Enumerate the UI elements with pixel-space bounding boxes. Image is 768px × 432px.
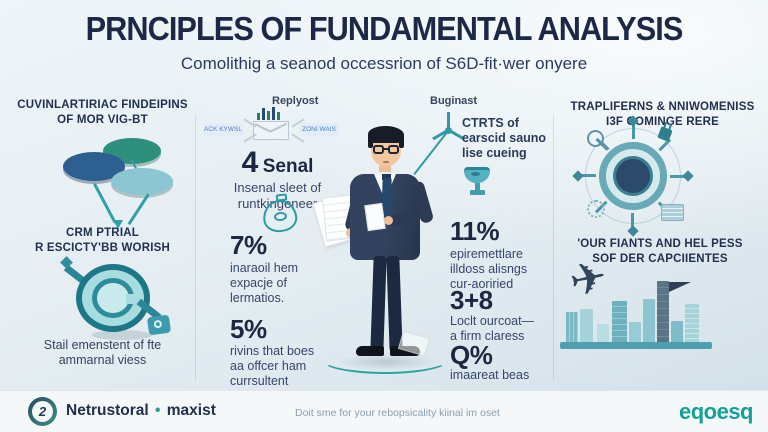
tie-knot — [382, 174, 391, 180]
brand-logo-glyph: 2 — [32, 401, 53, 422]
mouth — [383, 161, 389, 163]
divider-right — [553, 115, 554, 380]
magnifier-icon — [587, 130, 604, 147]
building-tall — [657, 281, 669, 342]
airplane-icon: ✈ — [565, 251, 612, 308]
sideburn-right — [399, 138, 404, 148]
building — [629, 322, 641, 342]
glasses-right-lens — [388, 145, 399, 154]
gadget-ring-gap — [126, 294, 136, 304]
column-report-label: Replyost — [272, 95, 319, 107]
right-panel-heading-bottom: 'OUR FIANTS AND HEL PESS SOF DER CAPCIIE… — [577, 238, 743, 265]
stat-38-value: 3+8 — [450, 285, 493, 315]
stat-11-desc: epiremettlare illdoss alisngs cur-aoriri… — [450, 247, 528, 291]
left-icon-caption: Stail emenstent of fte ammarnal viess — [43, 338, 162, 367]
footer-wordmark: eqoesq — [678, 399, 754, 424]
column-business-label: Buginast — [430, 95, 478, 107]
stat-5-value: 5% — [230, 314, 267, 344]
turbine-blade-1 — [447, 112, 450, 130]
building — [597, 324, 609, 342]
header: PRNCIPLES OF FUNDAMENTAL ANALYSIS Comoli… — [34, 10, 734, 74]
divider-left — [195, 115, 196, 380]
businessman-figure — [312, 118, 450, 380]
headline-desc: Insenal sleet of runtkingeneer — [233, 180, 322, 211]
building — [580, 309, 593, 342]
tag-left: ACK KYWSL — [203, 123, 243, 136]
stat-q-desc: imaareat beas — [450, 368, 530, 382]
brand-name: Netrustoral • maxist — [66, 402, 216, 420]
hub-spoke-0 — [577, 115, 689, 232]
stat-q-value: Q% — [450, 340, 493, 370]
headline-stat: 4 Senal — [210, 146, 345, 180]
flag-icon — [669, 282, 691, 292]
skyline-base — [560, 342, 712, 349]
card-icon — [661, 204, 684, 221]
brand-dot: • — [155, 402, 161, 419]
trophy-stem — [475, 183, 480, 190]
hub-diagram — [572, 115, 694, 237]
held-card — [364, 202, 386, 232]
page-title: PRNCIPLES OF FUNDAMENTAL ANALYSIS — [85, 10, 684, 47]
analyzer-gadget-icon — [60, 256, 172, 342]
building — [685, 304, 699, 342]
footer-note: Doit sme for your rebopsicality kiinal i… — [295, 407, 500, 419]
neck — [379, 162, 391, 172]
stat-11-value: 11% — [450, 216, 500, 246]
trophy-icon — [462, 165, 494, 203]
flow-line-right — [127, 193, 150, 225]
glasses-bridge — [383, 148, 388, 150]
tag-right: ZONI WAIS — [299, 123, 339, 136]
footer: 2 Netrustoral • maxist Doit sme for your… — [0, 390, 768, 432]
teal-arc — [320, 344, 450, 374]
ellipse-light — [111, 168, 173, 195]
building — [566, 312, 578, 342]
envelope-chart-icon: ACK KYWSL ZONI WAIS — [203, 106, 339, 146]
brand-name-left: Netrustoral — [66, 402, 149, 419]
page-subtitle: Comolithig a seanod occessrion of S6D-fi… — [180, 54, 588, 73]
left-panel-caption: CRM PTRIAL R ESCICTY'BB WORISH — [35, 227, 170, 254]
building — [643, 299, 655, 342]
shoe-left — [356, 346, 384, 356]
stat-7-desc: inaraoil hem expacje of lermatios. — [230, 261, 299, 305]
gadget-arrow-dot — [153, 319, 163, 329]
gear-icon — [587, 200, 605, 218]
hub-core — [613, 156, 653, 196]
trophy-base — [470, 190, 485, 195]
left-panel-heading: CUVINLARTIRIAC FINDEIPINS OF MOR VIG-BT — [17, 99, 188, 126]
trophy-detail — [471, 172, 480, 176]
gadget-shadow — [92, 330, 152, 340]
headline-unit: Senal — [262, 156, 314, 177]
gadget-handle-box — [146, 314, 172, 336]
stat-38-desc: Loclt ourcoat— a firm claress — [450, 314, 535, 343]
ellipse-flow-diagram — [55, 130, 180, 240]
wind-turbine-icon — [413, 104, 472, 175]
headline-value: 4 — [241, 146, 259, 179]
building — [671, 321, 683, 342]
skyline-illustration: ✈ — [558, 252, 714, 350]
brand-logo-icon: 2 — [28, 397, 57, 426]
stat-7-value: 7% — [230, 230, 267, 260]
hair — [368, 126, 404, 143]
leg-left — [370, 255, 387, 353]
hand-right — [384, 216, 393, 225]
mini-bars-icon — [257, 106, 280, 120]
arrowhead-icon — [113, 220, 123, 229]
brand-name-right: maxist — [166, 402, 216, 419]
stat-5-desc: rivins that boes aa offcer ham currsulte… — [230, 344, 315, 388]
building — [612, 301, 627, 342]
sideburn-left — [368, 138, 373, 148]
flow-line-left — [93, 183, 117, 224]
business-intro: CTRTS of earscid sauno lise cueing — [462, 116, 547, 160]
